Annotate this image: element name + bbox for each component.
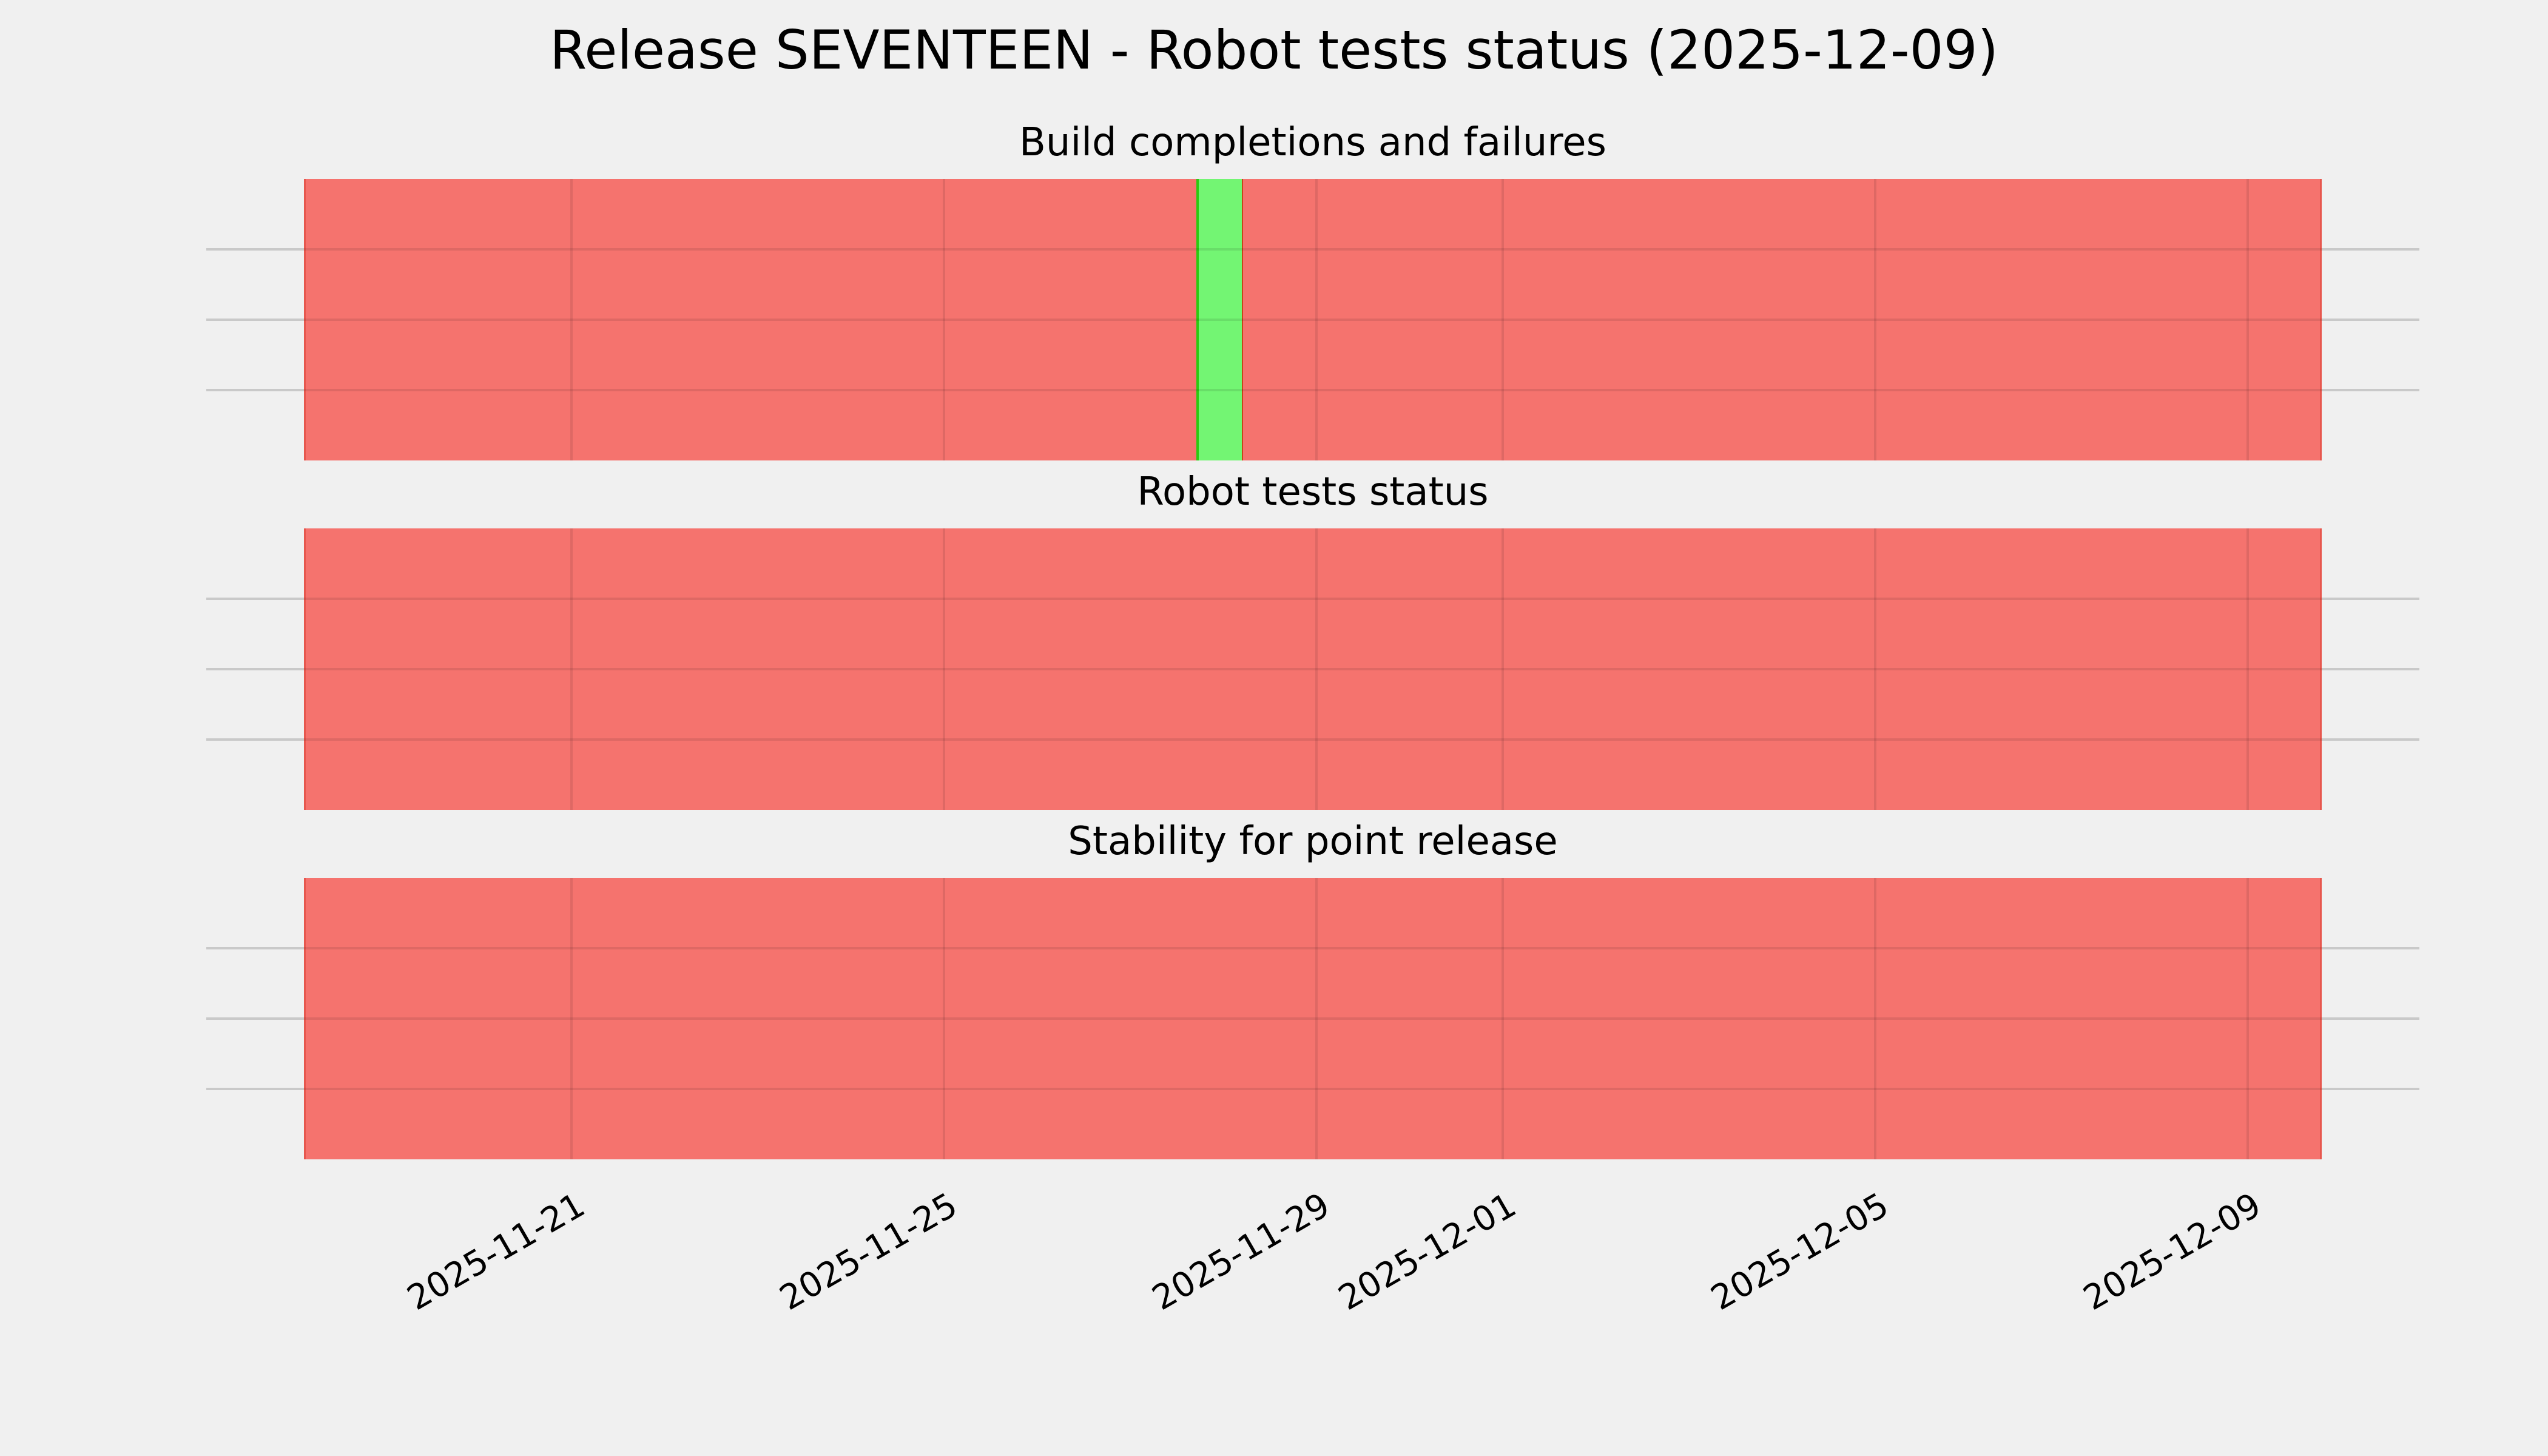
y-gridline [206,248,305,251]
strip-right-edge [2320,179,2322,460]
x-gridline-over-bars [1502,878,1504,1159]
x-gridline-over-bars [570,528,573,810]
x-tick-label: 2025-12-05 [1704,1185,1895,1319]
x-tick-label: 2025-11-21 [400,1185,592,1319]
y-gridline [2320,389,2419,391]
x-tick-label: 2025-12-01 [1332,1185,1523,1319]
y-gridline-over-bars [304,598,2322,600]
x-gridline-over-bars [1874,179,1876,460]
segment-fail [1243,179,2322,460]
x-tick-label: 2025-11-29 [1145,1185,1336,1319]
subplot-title: Stability for point release [1068,819,1558,864]
x-tick-label: 2025-12-09 [2077,1185,2268,1319]
pass-segment-left-edge [1196,179,1199,460]
x-gridline-over-bars [943,878,945,1159]
x-gridline-over-bars [570,179,573,460]
y-gridline-over-bars [304,947,2322,949]
y-gridline [2320,598,2419,600]
x-gridline-over-bars [1502,528,1504,810]
strip-left-edge [304,528,306,810]
y-gridline-over-bars [304,1017,2322,1020]
x-gridline-over-bars [1315,179,1318,460]
y-gridline [2320,248,2419,251]
strip-left-edge [304,878,306,1159]
x-gridline-over-bars [1502,179,1504,460]
status-strip [304,878,2322,1159]
x-gridline-over-bars [2246,878,2249,1159]
y-gridline-over-bars [304,1088,2322,1090]
x-gridline-over-bars [1874,528,1876,810]
y-gridline-over-bars [304,318,2322,321]
y-gridline [2320,318,2419,321]
y-gridline [206,598,305,600]
x-gridline-over-bars [943,179,945,460]
y-gridline [2320,738,2419,741]
y-gridline [2320,1017,2419,1020]
x-gridline-over-bars [1315,878,1318,1159]
y-gridline [206,738,305,741]
x-gridline-over-bars [2246,528,2249,810]
y-gridline [206,668,305,670]
figure-title: Release SEVENTEEN - Robot tests status (… [550,19,1998,81]
y-gridline [206,1088,305,1090]
y-gridline-over-bars [304,248,2322,251]
y-gridline [2320,668,2419,670]
y-gridline-over-bars [304,738,2322,741]
x-gridline-over-bars [1315,528,1318,810]
strip-right-edge [2320,878,2322,1159]
y-gridline [206,947,305,949]
segment-fail [304,179,1196,460]
subplot-title: Build completions and failures [1019,120,1606,165]
y-gridline-over-bars [304,668,2322,670]
x-gridline-over-bars [943,528,945,810]
segment-fail [304,878,2322,1159]
y-gridline-over-bars [304,389,2322,391]
subplot-title: Robot tests status [1137,470,1489,514]
y-gridline [2320,947,2419,949]
status-strip [304,179,2322,460]
y-gridline [206,1017,305,1020]
x-gridline-over-bars [570,878,573,1159]
y-gridline [206,318,305,321]
x-gridline-over-bars [2246,179,2249,460]
strip-left-edge [304,179,306,460]
strip-right-edge [2320,528,2322,810]
x-gridline-over-bars [1874,878,1876,1159]
status-strip [304,528,2322,810]
y-gridline [206,389,305,391]
segment-pass [1196,179,1243,460]
x-tick-label: 2025-11-25 [773,1185,964,1319]
y-gridline [2320,1088,2419,1090]
segment-fail [304,528,2322,810]
